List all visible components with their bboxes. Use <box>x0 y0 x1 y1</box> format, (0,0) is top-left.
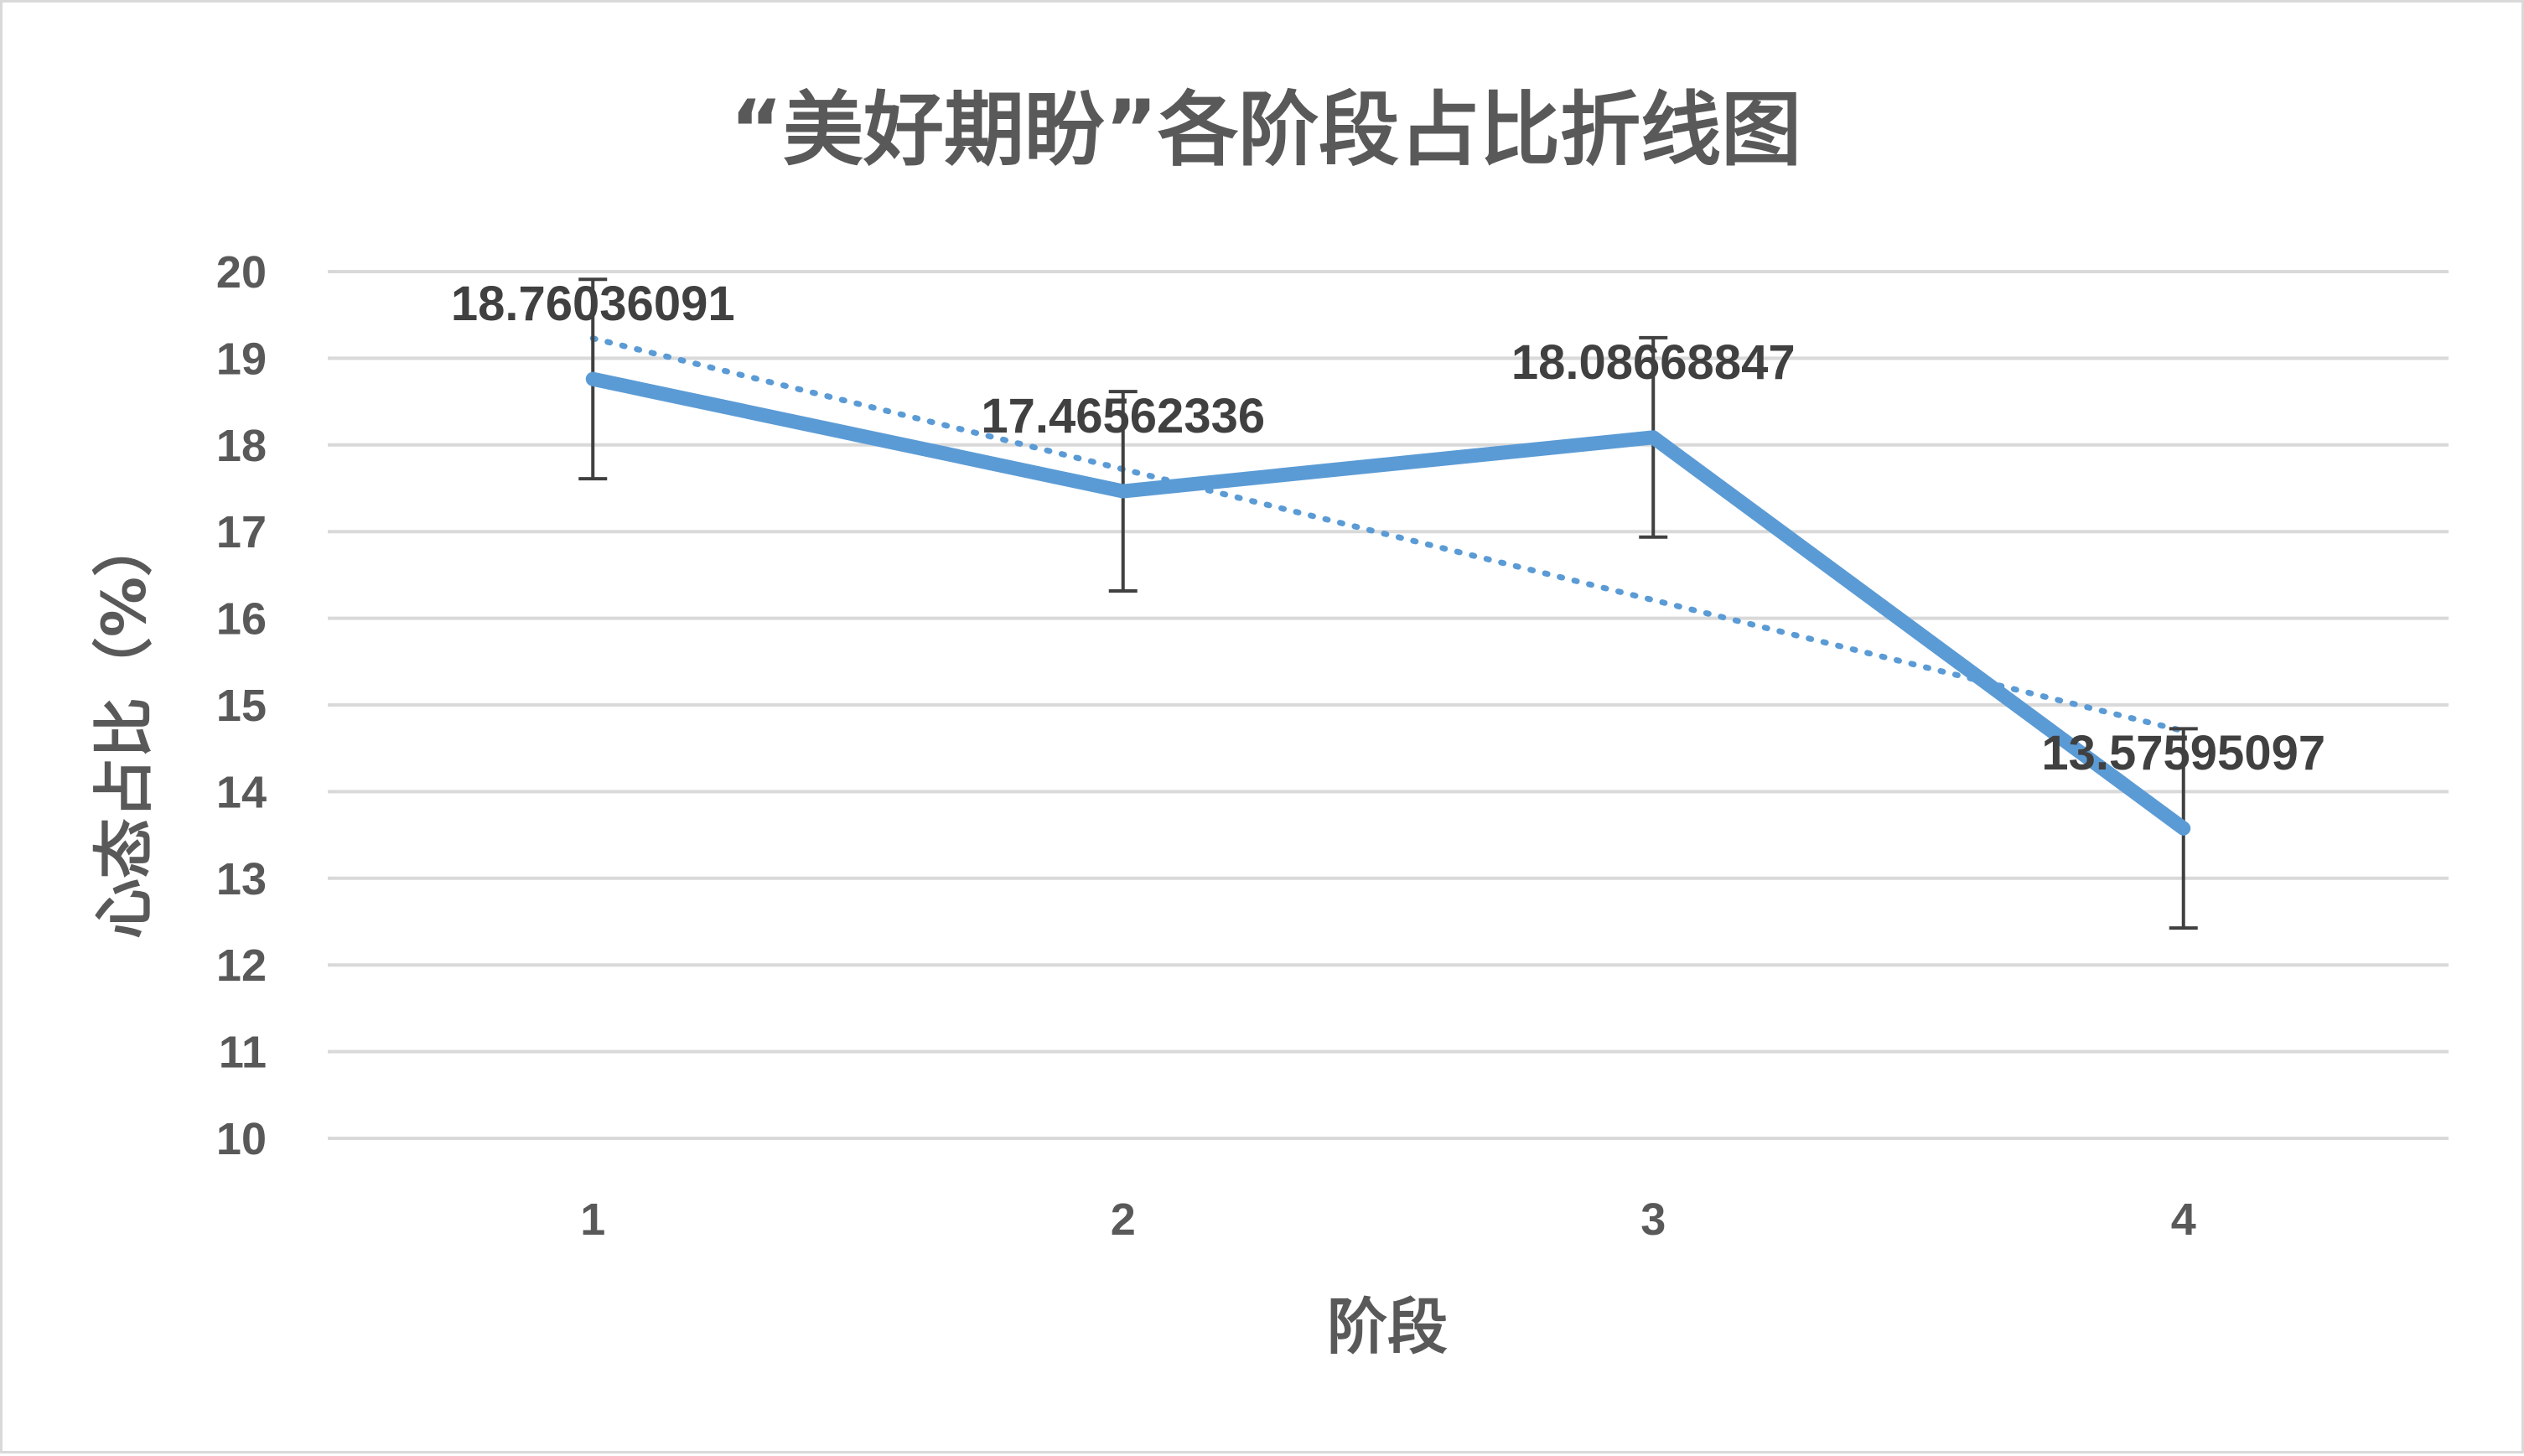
y-axis-title: 心态占比（%） <box>89 516 159 939</box>
y-tick-label: 13 <box>216 854 267 904</box>
chart-title: “美好期盼”各阶段占比折线图 <box>730 83 1801 177</box>
x-tick-label: 4 <box>2171 1194 2196 1245</box>
y-tick-label: 17 <box>216 507 267 557</box>
x-axis-title: 阶段 <box>1327 1292 1448 1362</box>
y-axis-ticks: 10 11 12 13 14 15 16 17 18 19 20 <box>216 247 267 1164</box>
trendline-path <box>589 335 2187 734</box>
y-tick-label: 14 <box>216 767 267 817</box>
y-tick-label: 18 <box>216 421 267 471</box>
y-tick-label: 20 <box>216 247 267 298</box>
x-tick-label: 3 <box>1640 1194 1666 1245</box>
gridlines <box>328 270 2449 1140</box>
data-label: 18.08668847 <box>1511 335 1796 390</box>
data-label: 13.57595097 <box>2041 726 2325 780</box>
series-line <box>585 371 2191 836</box>
y-tick-label: 11 <box>219 1028 267 1078</box>
error-bars <box>578 277 2198 930</box>
data-label: 17.46562336 <box>981 389 1265 443</box>
x-tick-label: 1 <box>580 1194 605 1245</box>
trendline <box>589 335 2187 734</box>
data-label: 18.76036091 <box>451 277 735 331</box>
y-tick-label: 16 <box>216 594 267 645</box>
y-tick-label: 15 <box>216 681 267 731</box>
data-labels: 18.76036091 17.46562336 18.08668847 13.5759… <box>451 277 2325 780</box>
y-tick-label: 10 <box>216 1114 267 1164</box>
y-tick-label: 12 <box>216 940 267 991</box>
series-line-path <box>585 371 2191 836</box>
y-tick-label: 19 <box>216 334 267 384</box>
x-tick-label: 2 <box>1111 1194 1136 1245</box>
x-axis-ticks: 1 2 3 4 <box>580 1194 2196 1245</box>
